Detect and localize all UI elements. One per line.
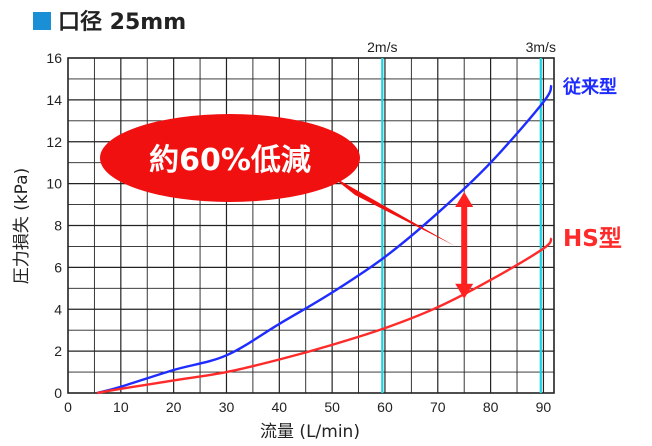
- y-tick-label: 8: [54, 218, 62, 234]
- series-lines: [96, 84, 553, 395]
- grid: [67, 57, 555, 394]
- callout-bubble: [100, 114, 360, 202]
- callout-tail: [330, 175, 455, 246]
- y-tick-label: 10: [46, 176, 62, 192]
- y-axis-label: 圧力損失 (kPa): [12, 168, 32, 284]
- y-tick-label: 4: [54, 301, 62, 317]
- arrow-head-down: [455, 283, 474, 299]
- tick-labels: 0 10 20 30 40 50 60 70 80 90 0 2 4 6 8 10 12 14 16: [46, 50, 551, 415]
- series-line-conventional: [96, 84, 553, 395]
- x-tick-label: 50: [324, 399, 340, 415]
- x-tick-label: 0: [64, 399, 72, 415]
- reduction-double-arrow: [455, 192, 474, 299]
- series-label-conventional: 従来型: [562, 76, 617, 98]
- x-tick-label: 30: [219, 399, 235, 415]
- y-tick-label: 2: [54, 343, 62, 359]
- series-label-hs: HS型: [563, 226, 622, 252]
- x-tick-label: 20: [166, 399, 182, 415]
- arrow-head-up: [455, 192, 474, 207]
- x-tick-label: 10: [113, 399, 129, 415]
- x-tick-label: 80: [483, 399, 499, 415]
- y-tick-label: 16: [46, 50, 62, 66]
- velocity-reference-label: 3m/s: [526, 39, 556, 55]
- x-tick-label: 60: [377, 399, 393, 415]
- x-tick-label: 90: [536, 399, 552, 415]
- x-tick-label: 70: [430, 399, 446, 415]
- y-tick-label: 0: [54, 385, 62, 401]
- y-tick-label: 12: [46, 134, 62, 150]
- reduction-callout: 約60%低減: [100, 114, 455, 246]
- callout-text: 約60%低減: [149, 143, 311, 178]
- title-square-icon: [33, 12, 51, 30]
- y-tick-label: 14: [46, 92, 62, 108]
- chart-title: 口径 25mm: [58, 9, 186, 35]
- series-line-hs: [96, 237, 553, 395]
- y-tick-label: 6: [54, 259, 62, 275]
- x-tick-label: 40: [272, 399, 288, 415]
- x-axis-label: 流量 (L/min): [260, 422, 360, 442]
- reference-lines: 2m/s 3m/s: [367, 39, 556, 393]
- velocity-reference-label: 2m/s: [367, 39, 397, 55]
